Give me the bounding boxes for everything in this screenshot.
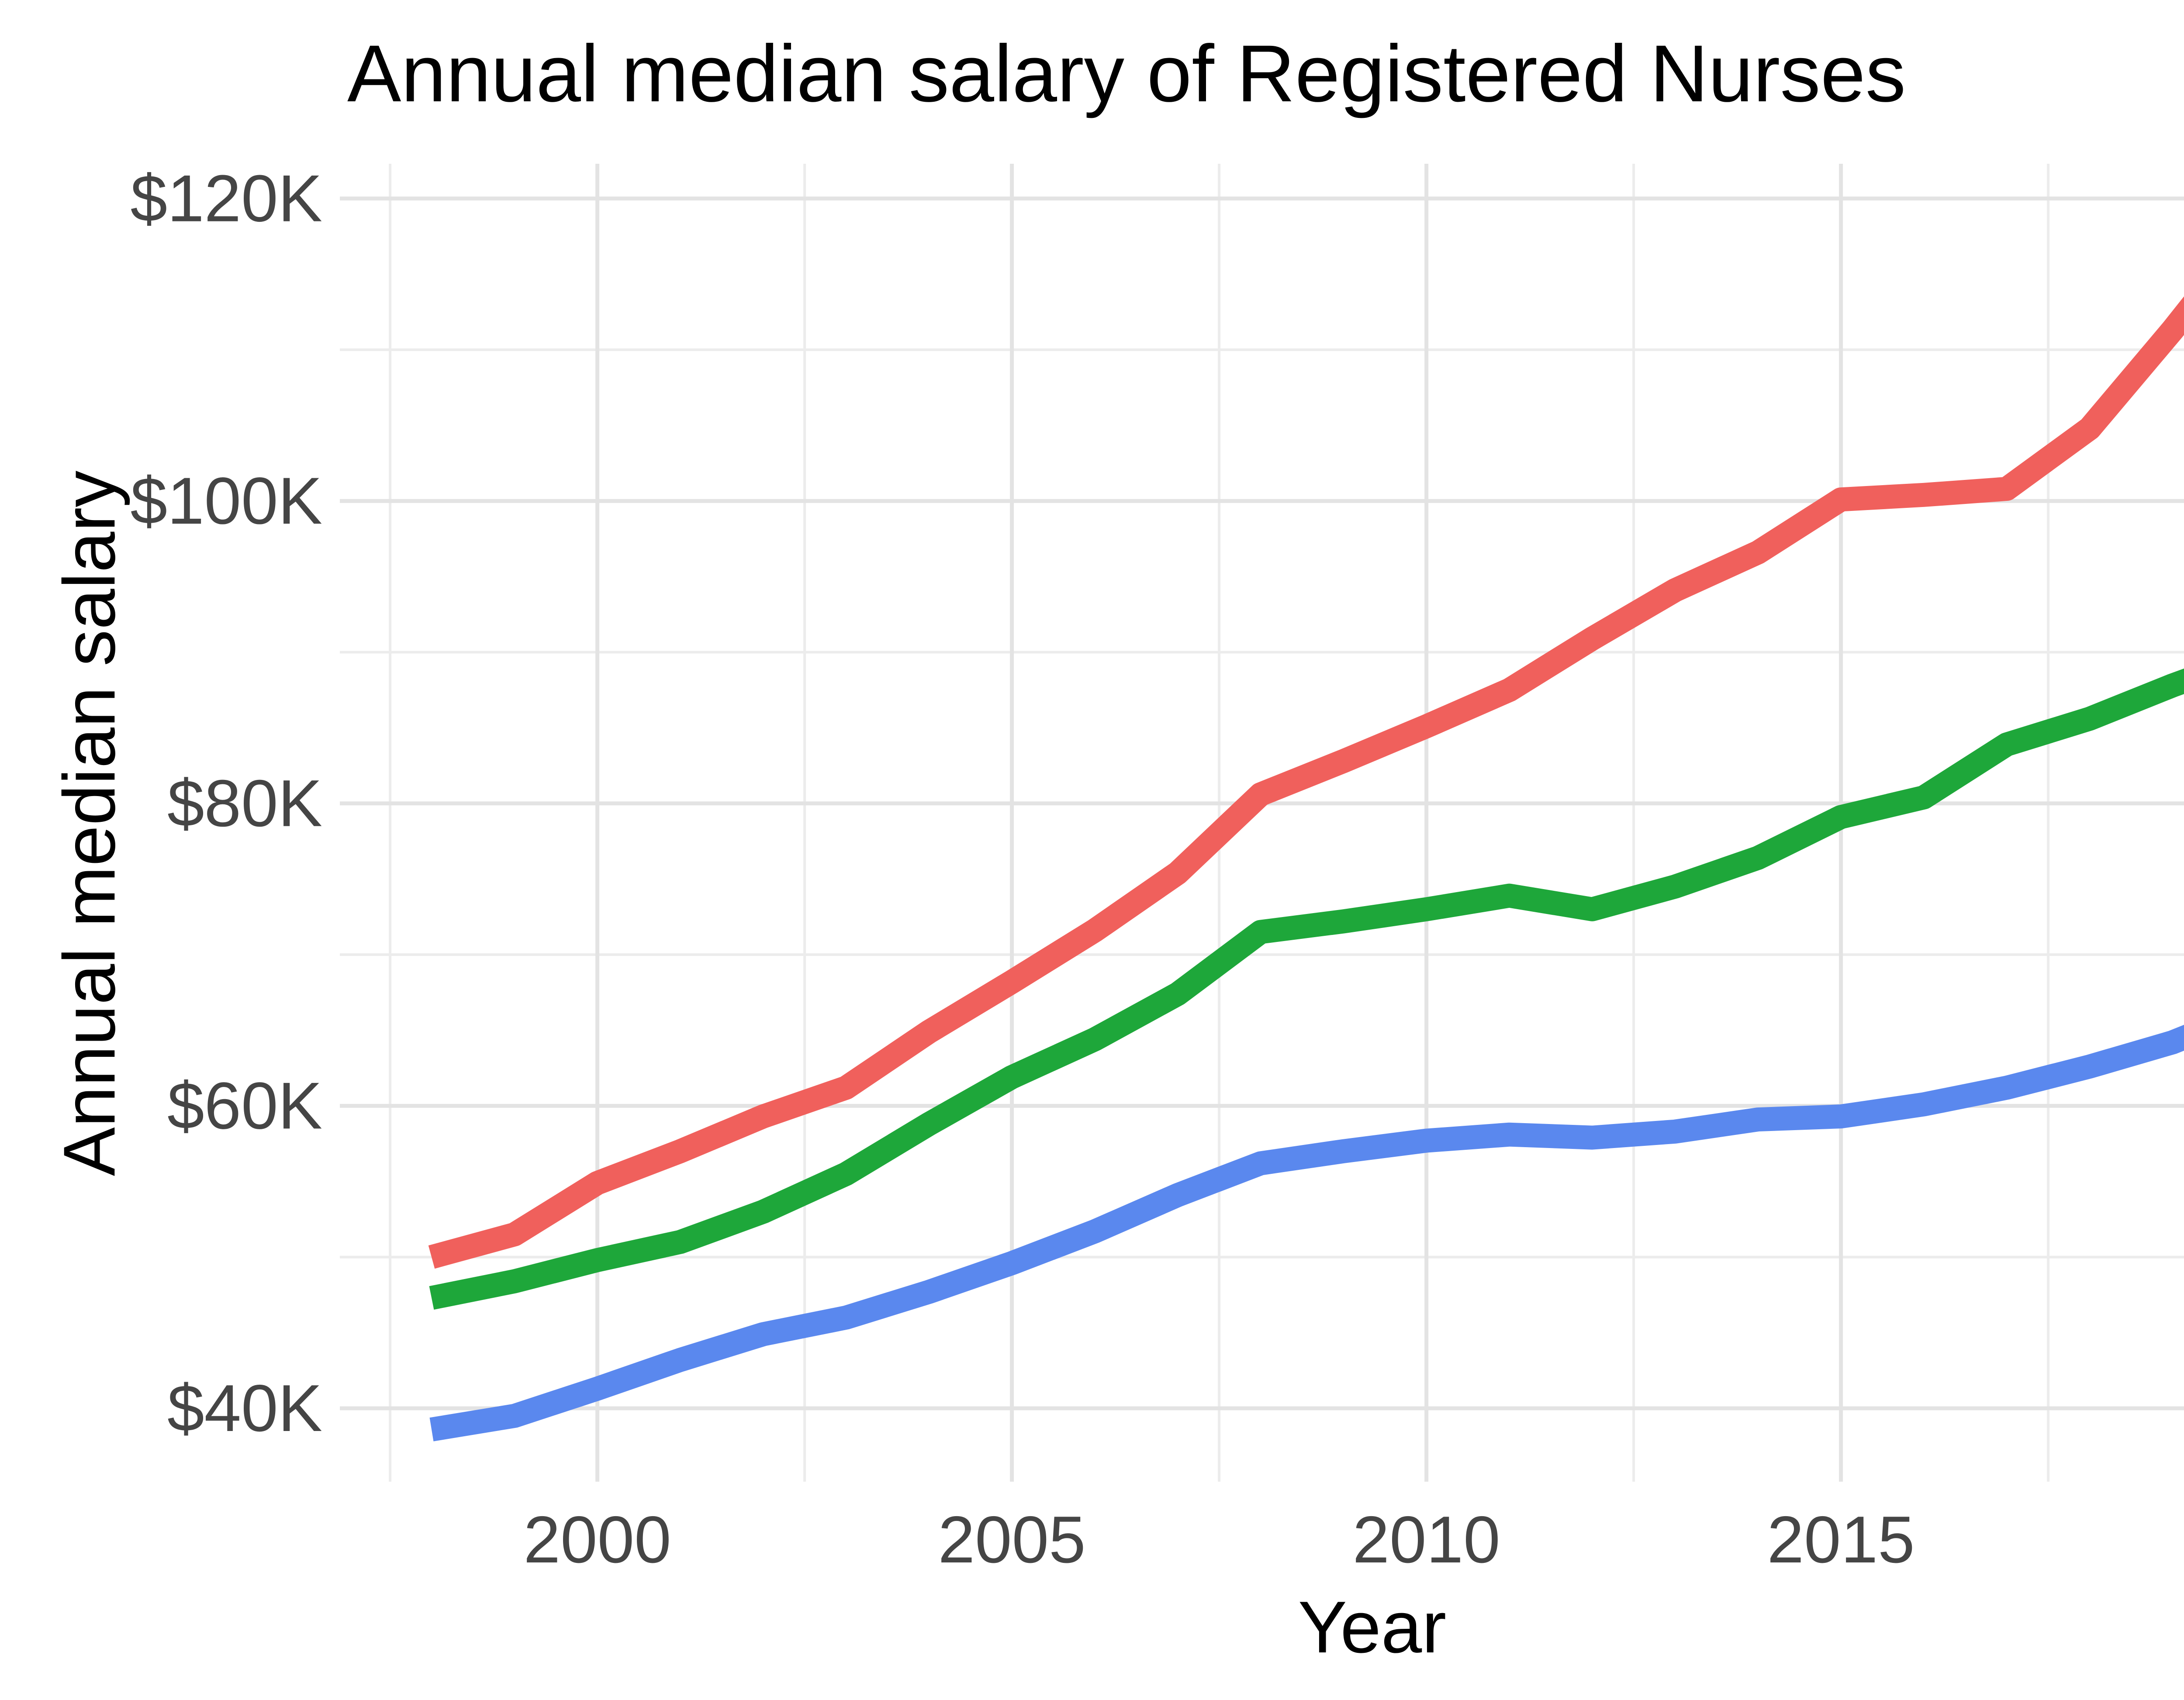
x-tick-label: 2000 bbox=[524, 1503, 671, 1577]
x-tick-label: 2015 bbox=[1767, 1503, 1915, 1577]
y-tick-label: $100K bbox=[130, 464, 322, 538]
series-line-california bbox=[428, 296, 2184, 1269]
y-tick-label: $60K bbox=[167, 1069, 322, 1143]
y-tick-label: $80K bbox=[167, 766, 322, 841]
series-line-north-carolina bbox=[429, 1024, 2184, 1441]
y-tick-label: $120K bbox=[130, 162, 322, 236]
x-tick-label: 2005 bbox=[938, 1503, 1086, 1577]
chart-title: Annual median salary of Registered Nurse… bbox=[347, 29, 1906, 119]
y-tick-label: $40K bbox=[167, 1371, 322, 1445]
x-tick-label: 2010 bbox=[1353, 1503, 1500, 1577]
x-axis-title: Year bbox=[1298, 1586, 1447, 1668]
x-tick-label: 2020 bbox=[2182, 1503, 2184, 1577]
series-line-new-york bbox=[429, 668, 2184, 1310]
